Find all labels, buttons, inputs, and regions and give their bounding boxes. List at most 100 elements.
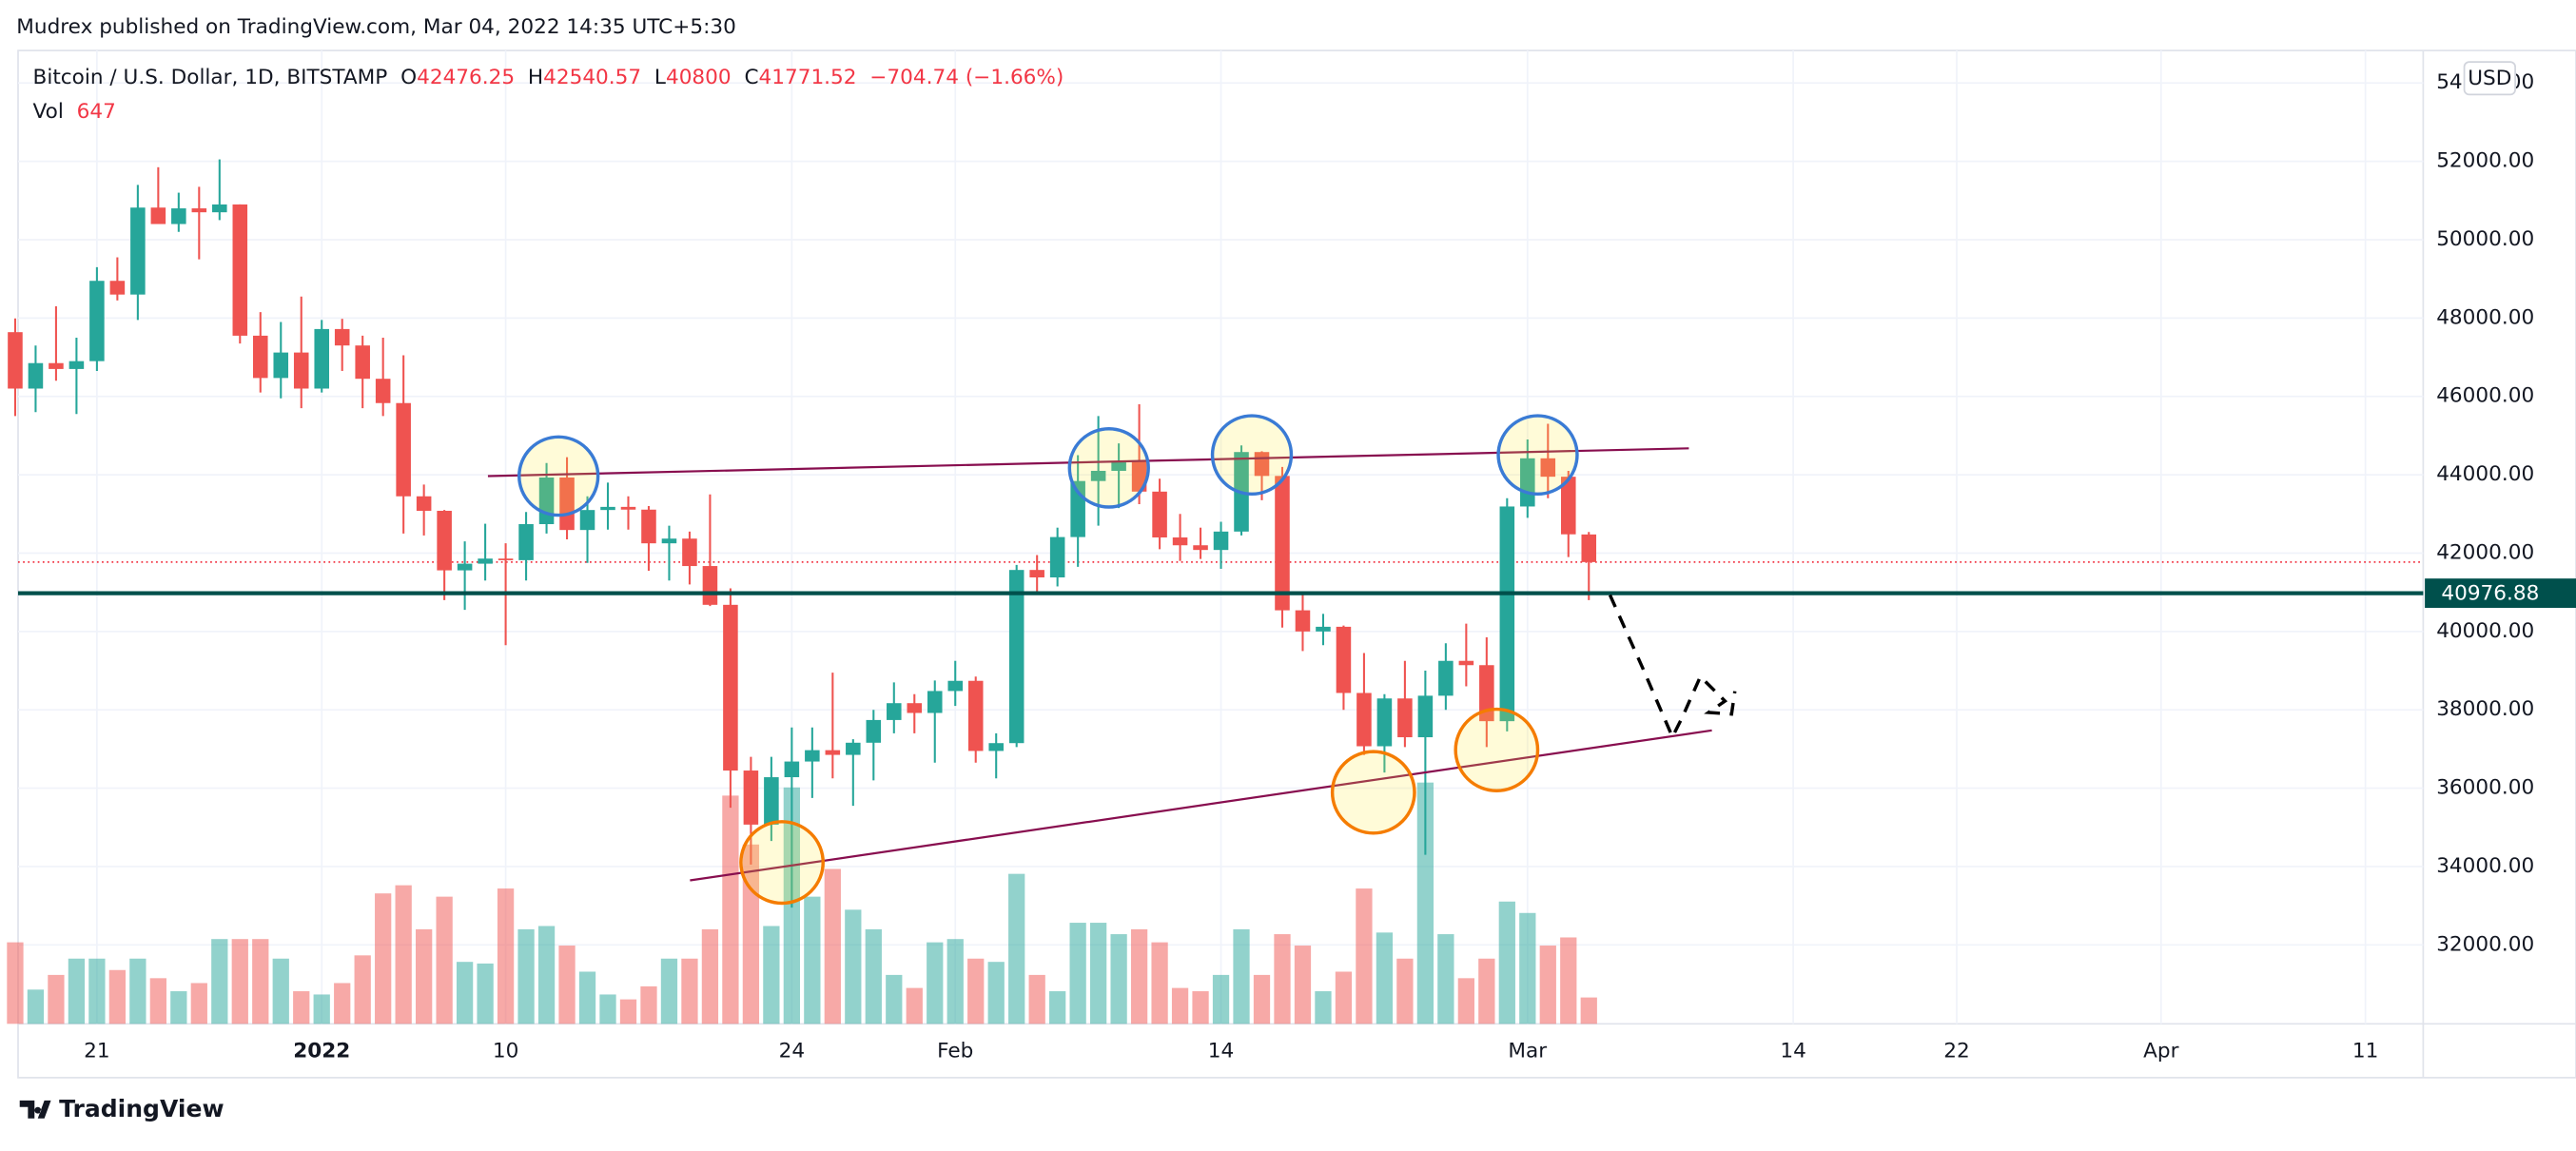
volume-bar	[334, 983, 351, 1024]
candle-body	[1152, 491, 1167, 537]
volume-bar	[1069, 923, 1086, 1024]
volume	[7, 782, 1597, 1024]
candle-body	[1560, 477, 1576, 535]
candle-body	[437, 510, 452, 571]
volume-bar	[48, 974, 65, 1024]
currency-label: USD	[2468, 67, 2511, 90]
legend-value: 41771.52	[759, 66, 857, 89]
volume-bar	[313, 994, 330, 1024]
candles	[8, 159, 2424, 908]
volume-bar	[967, 958, 985, 1024]
volume-bar	[640, 985, 657, 1024]
volume-bar	[252, 939, 269, 1024]
candle-body	[1581, 534, 1597, 562]
volume-bar	[681, 958, 698, 1024]
candle-body	[355, 345, 370, 380]
candle-body	[1397, 698, 1413, 738]
volume-bar	[886, 974, 903, 1024]
candle-body	[988, 743, 1004, 751]
candle-body	[89, 281, 105, 361]
candle-body	[967, 680, 984, 751]
candle-body	[784, 761, 800, 778]
candle-body	[498, 558, 514, 560]
trendline	[690, 729, 1712, 882]
volume-bar	[88, 958, 106, 1024]
volume-bar	[578, 971, 596, 1024]
volume-bar	[537, 926, 556, 1024]
candle-body	[887, 703, 902, 720]
candle-body	[1458, 660, 1474, 666]
candle-body	[1111, 460, 1126, 471]
candle-body	[559, 477, 575, 531]
candle-body	[293, 352, 309, 389]
volume-bar	[190, 983, 207, 1024]
candle-body	[1029, 570, 1044, 578]
legend-value: 42540.57	[543, 66, 641, 89]
candle-body	[1172, 536, 1188, 546]
circle	[739, 820, 825, 906]
volume-bar	[1437, 934, 1454, 1024]
legend: Bitcoin / U.S. Dollar, 1D, BITSTAMP O4247…	[33, 66, 1064, 89]
candle-body	[682, 538, 697, 567]
y-tick-label: 42000.00	[2436, 541, 2534, 565]
volume-legend: Vol 647	[33, 100, 116, 124]
volume-bar	[1049, 991, 1066, 1024]
x-tick-label: 21	[84, 1040, 109, 1063]
volume-bar	[1028, 974, 1045, 1024]
volume-bar	[660, 958, 678, 1024]
candle-body	[1275, 476, 1290, 611]
x-tick-label: Mar	[1508, 1040, 1547, 1063]
candle-body	[702, 566, 718, 605]
volume-bar	[927, 942, 944, 1024]
volume-bar	[1253, 974, 1271, 1024]
y-tick-label: 40000.00	[2436, 619, 2534, 643]
volume-bar	[108, 969, 127, 1024]
candle-body	[252, 335, 268, 379]
candle-body	[1213, 531, 1229, 551]
circle	[1496, 414, 1579, 497]
y-tick-label: 52000.00	[2436, 149, 2534, 173]
candle-body	[1376, 698, 1393, 747]
volume-bar	[1274, 934, 1291, 1024]
candle-body	[1438, 660, 1454, 696]
x-tick-label: Feb	[937, 1040, 973, 1063]
legend-value: 42476.25	[417, 66, 515, 89]
candle-body	[212, 204, 227, 213]
candle-body	[1479, 665, 1494, 722]
volume-bar	[845, 909, 862, 1024]
frame	[17, 49, 2576, 1079]
price-axis: 32000.00 34000.00 36000.00 38000.00 40000.00…	[84, 61, 2576, 1063]
volume-value: 647	[77, 100, 116, 124]
legend-key: O	[400, 66, 417, 89]
legend-key: C	[744, 66, 758, 89]
price-tag-label: 40976.88	[2441, 582, 2539, 606]
volume-bar	[149, 978, 166, 1024]
volume-bar	[1519, 912, 1536, 1024]
volume-bar	[804, 896, 821, 1024]
candle-body	[314, 328, 329, 389]
candle-body	[579, 510, 595, 531]
volume-bar	[1089, 923, 1107, 1024]
legend-value: 40800	[666, 66, 732, 89]
volume-bar	[27, 989, 45, 1024]
volume-bar	[722, 795, 739, 1024]
legend-key: L	[654, 66, 666, 89]
candle-body	[334, 328, 350, 346]
header: Mudrex published on TradingView.com, Mar…	[16, 15, 736, 39]
x-tick-label: 14	[1208, 1040, 1234, 1063]
volume-key: Vol	[33, 100, 64, 124]
volume-bar	[1294, 946, 1312, 1024]
volume-bar	[293, 991, 310, 1024]
volume-bar	[1008, 873, 1025, 1024]
volume-bar	[1151, 942, 1168, 1024]
candle-body	[1499, 506, 1515, 722]
y-tick-label: 38000.00	[2436, 697, 2534, 721]
volume-bar	[1130, 928, 1148, 1024]
candle-body	[457, 563, 473, 571]
candle-body	[49, 362, 64, 369]
candle-body	[1316, 626, 1331, 632]
volume-bar	[416, 928, 433, 1024]
volume-bar	[987, 962, 1005, 1024]
volume-bar	[7, 942, 24, 1024]
